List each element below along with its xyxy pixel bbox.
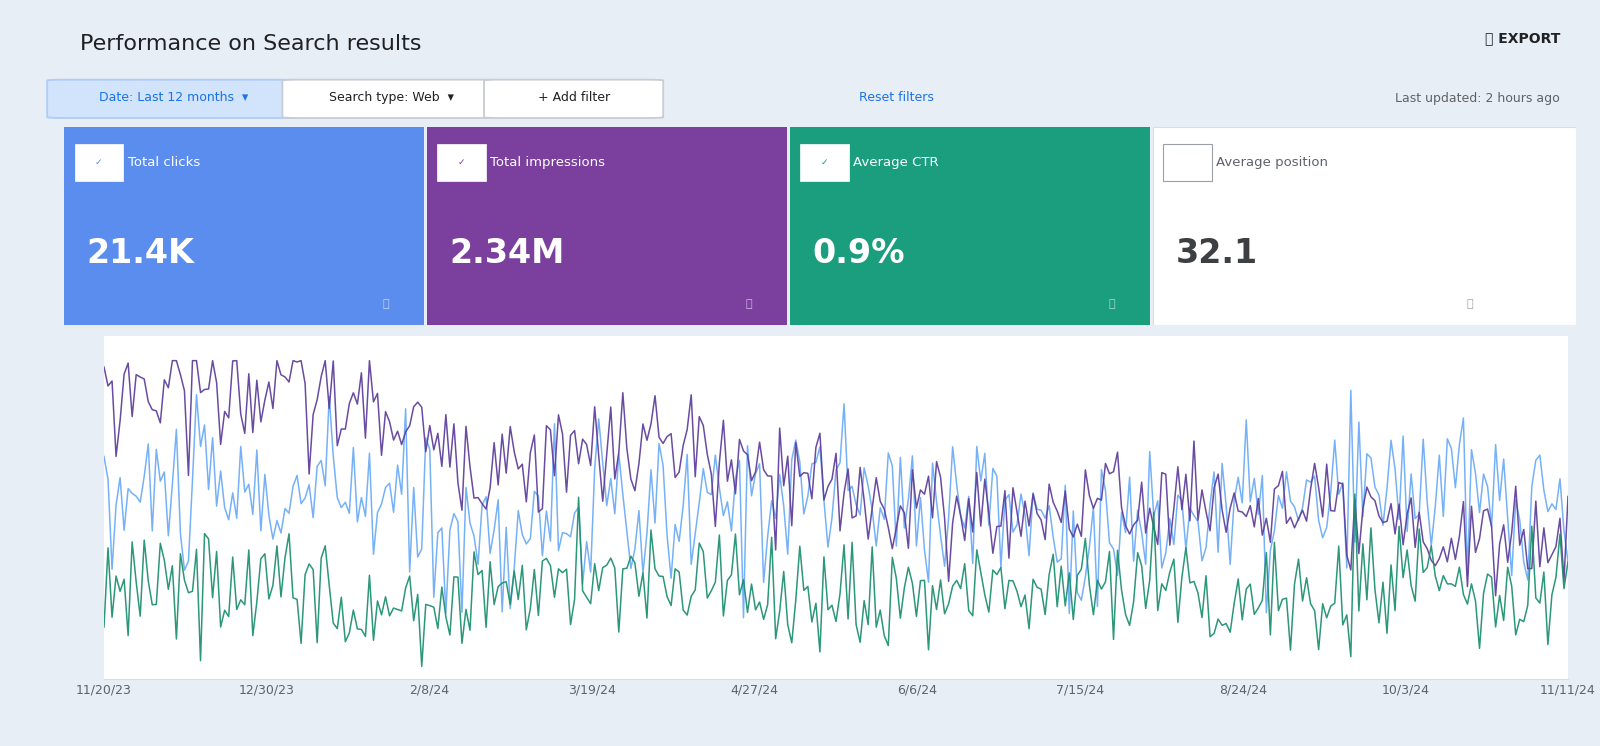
FancyBboxPatch shape — [64, 127, 424, 325]
Text: Performance on Search results: Performance on Search results — [80, 34, 421, 54]
Text: 21.4K: 21.4K — [86, 236, 195, 270]
Text: ✓: ✓ — [821, 158, 829, 167]
Text: ⓘ: ⓘ — [746, 298, 752, 309]
FancyBboxPatch shape — [75, 144, 123, 181]
FancyBboxPatch shape — [427, 127, 787, 325]
Text: Reset filters: Reset filters — [859, 91, 934, 104]
Text: 0.9%: 0.9% — [813, 236, 906, 270]
Text: ⓘ: ⓘ — [1467, 298, 1474, 309]
Text: + Add filter: + Add filter — [538, 91, 610, 104]
FancyBboxPatch shape — [483, 80, 664, 118]
FancyBboxPatch shape — [1152, 127, 1576, 325]
FancyBboxPatch shape — [48, 80, 299, 118]
FancyBboxPatch shape — [282, 80, 501, 118]
Text: Total clicks: Total clicks — [128, 156, 200, 169]
Text: ✓: ✓ — [94, 158, 102, 167]
Text: Average CTR: Average CTR — [853, 156, 939, 169]
Text: Total impressions: Total impressions — [490, 156, 605, 169]
Text: Average position: Average position — [1216, 156, 1328, 169]
Text: 32.1: 32.1 — [1176, 236, 1258, 270]
Text: ⤓ EXPORT: ⤓ EXPORT — [1485, 31, 1560, 46]
FancyBboxPatch shape — [437, 144, 486, 181]
Text: Search type: Web  ▾: Search type: Web ▾ — [330, 91, 454, 104]
FancyBboxPatch shape — [800, 144, 848, 181]
Text: ✓: ✓ — [458, 158, 466, 167]
Text: 2.34M: 2.34M — [450, 236, 565, 270]
FancyBboxPatch shape — [1163, 144, 1211, 181]
Text: Date: Last 12 months  ▾: Date: Last 12 months ▾ — [99, 91, 248, 104]
Text: Last updated: 2 hours ago: Last updated: 2 hours ago — [1395, 92, 1560, 105]
Text: ⓘ: ⓘ — [1109, 298, 1115, 309]
Text: ⓘ: ⓘ — [382, 298, 389, 309]
FancyBboxPatch shape — [790, 127, 1150, 325]
